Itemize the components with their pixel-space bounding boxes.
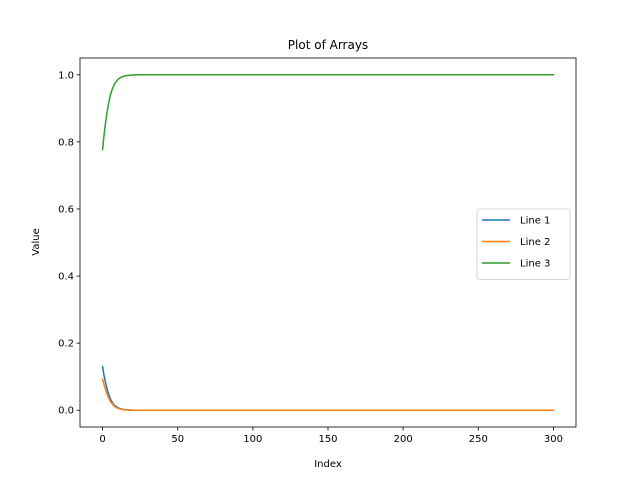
y-tick-label: 0.8 <box>58 137 74 148</box>
series-line-1 <box>101 365 555 411</box>
x-tick-label: 200 <box>394 434 413 445</box>
y-tick-label: 1.0 <box>58 70 74 81</box>
x-tick-label: 50 <box>171 434 184 445</box>
chart-title: Plot of Arrays <box>288 38 368 52</box>
y-tick-label: 0.4 <box>58 272 74 283</box>
y-axis: 0.0 0.2 0.4 0.6 0.8 1.0 <box>58 70 80 417</box>
legend-label: Line 2 <box>520 237 550 248</box>
y-tick-label: 0.6 <box>58 204 74 215</box>
y-axis-label: Value <box>31 228 42 255</box>
series-lines <box>101 74 555 411</box>
x-axis: 0 50 100 150 200 250 300 <box>99 427 563 445</box>
x-tick-label: 150 <box>318 434 337 445</box>
legend-label: Line 3 <box>520 259 550 270</box>
series-line-2 <box>101 378 555 411</box>
legend-box <box>476 208 571 280</box>
y-tick-label: 0.2 <box>58 339 74 350</box>
y-tick-label: 0.0 <box>58 406 74 417</box>
x-axis-label: Index <box>314 459 342 470</box>
x-tick-label: 0 <box>99 434 105 445</box>
series-line-3 <box>101 74 555 151</box>
x-tick-label: 250 <box>469 434 488 445</box>
x-tick-label: 100 <box>243 434 262 445</box>
legend: Line 1 Line 2 Line 3 <box>476 208 571 280</box>
legend-label: Line 1 <box>520 216 550 227</box>
x-tick-label: 300 <box>544 434 563 445</box>
